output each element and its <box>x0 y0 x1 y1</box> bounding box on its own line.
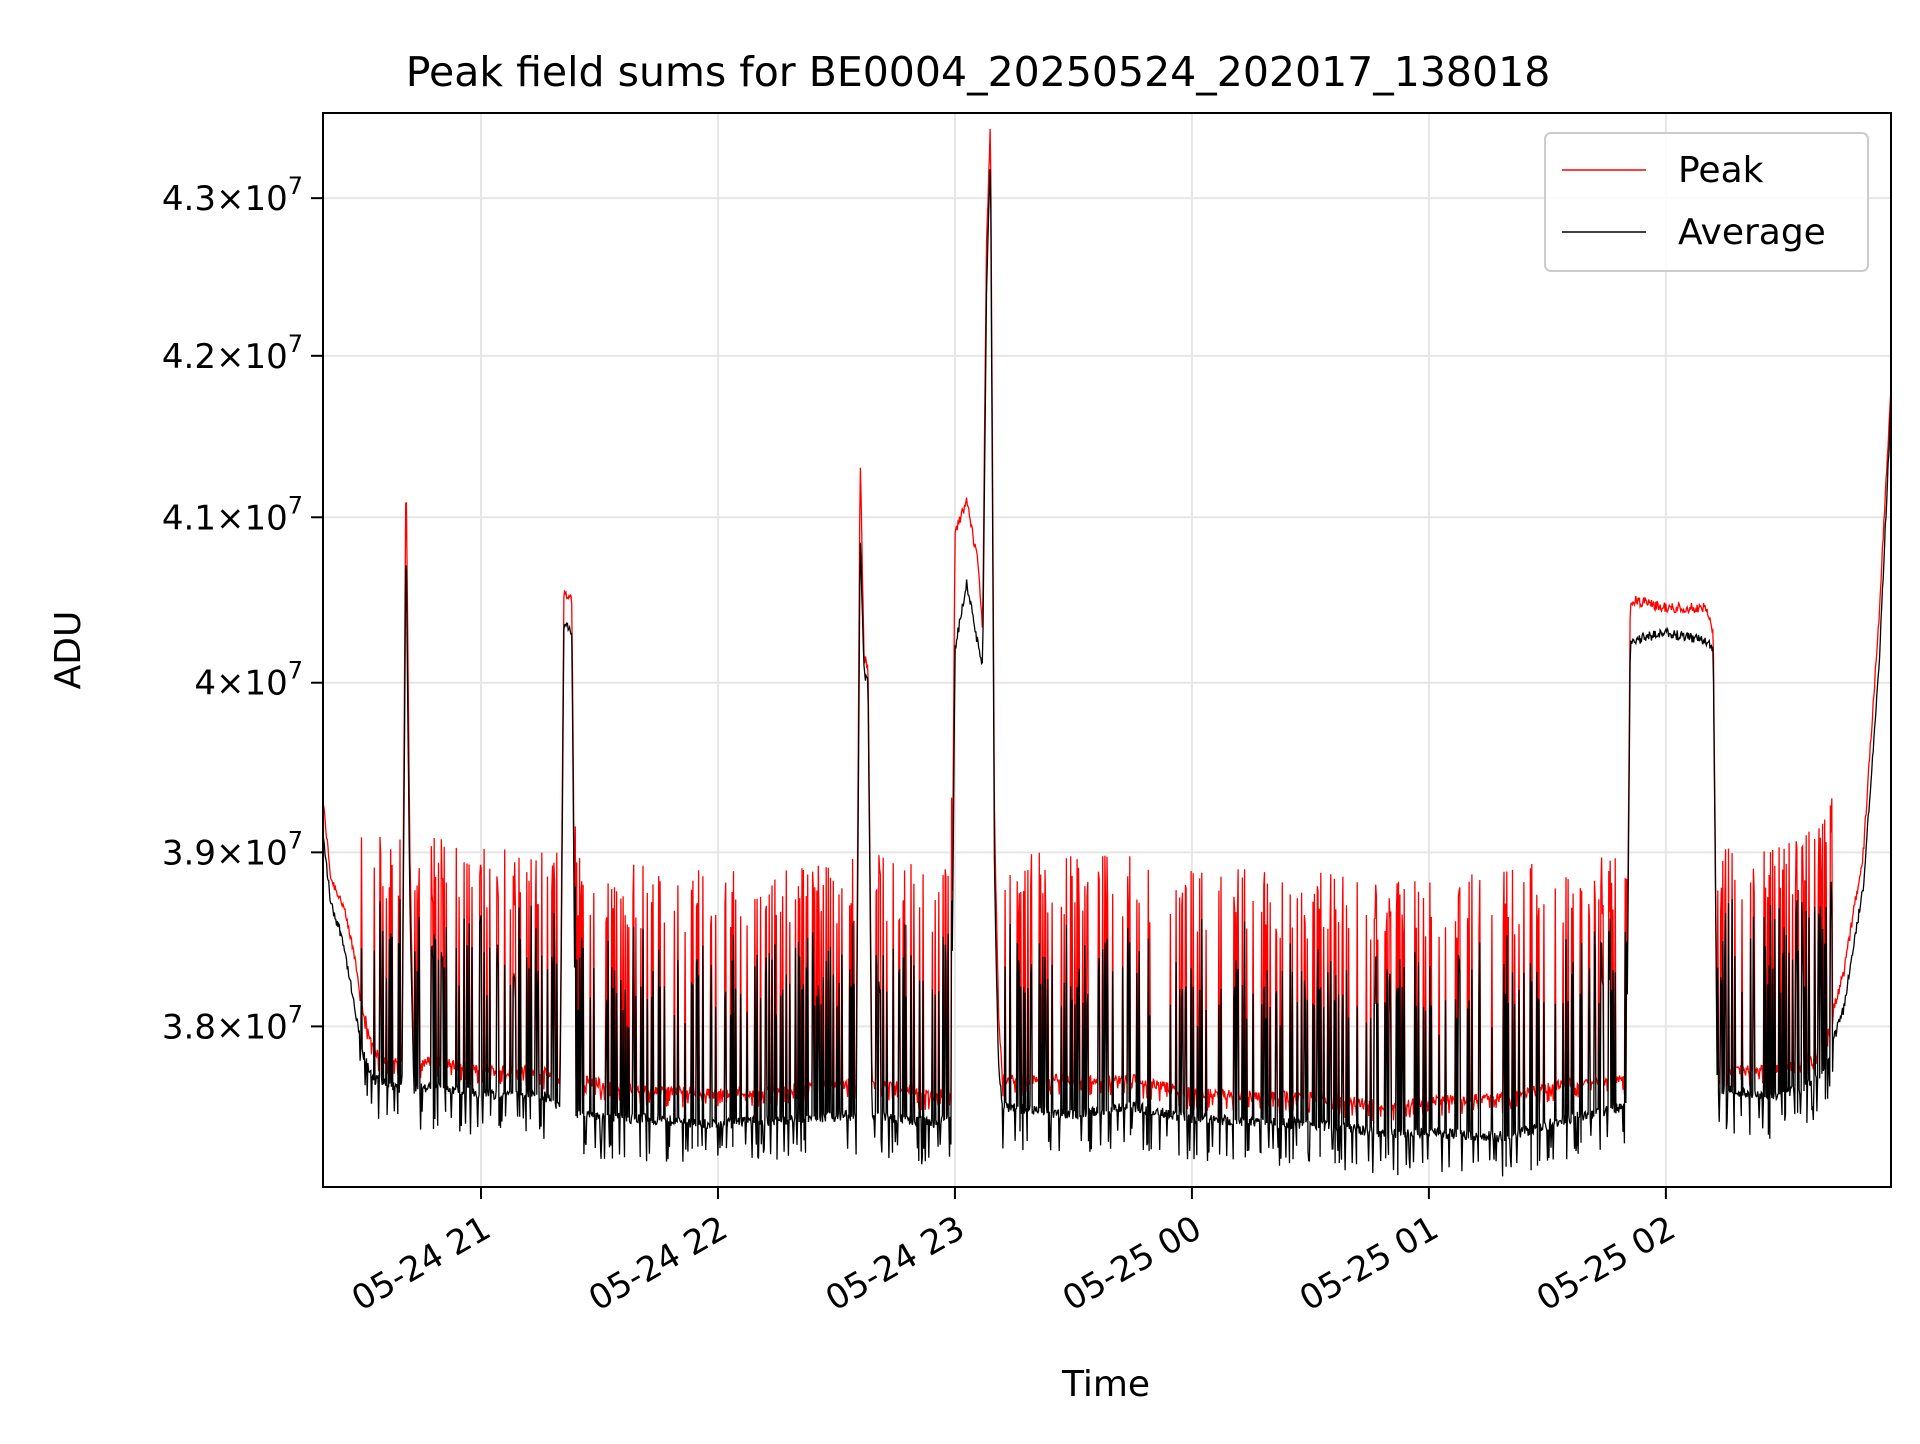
chart-title: Peak field sums for BE0004_20250524_2020… <box>406 48 1551 96</box>
y-tick-base: 10 <box>244 337 287 377</box>
y-tick-exponent: 7 <box>288 657 303 685</box>
y-tick-mantissa: 3.8 <box>162 1007 216 1047</box>
legend-label-average: Average <box>1678 212 1826 253</box>
y-tick-base: 10 <box>244 664 287 704</box>
y-tick-mantissa: 4.2 <box>162 337 216 377</box>
y-tick-base: 10 <box>244 833 287 873</box>
y-tick-label: 4×107 <box>194 657 303 704</box>
y-tick-label: 4.3×107 <box>162 172 303 219</box>
y-tick-exponent: 7 <box>288 330 303 358</box>
x-axis-label: Time <box>1061 1364 1150 1405</box>
y-tick-mantissa: 3.9 <box>162 833 216 873</box>
y-tick-mantissa: 4.3 <box>162 179 216 219</box>
series-line-average <box>323 169 1891 1177</box>
y-tick-base: 10 <box>244 498 287 538</box>
y-tick-label: 4.2×107 <box>162 330 303 377</box>
y-tick-label: 4.1×107 <box>162 491 303 538</box>
y-tick-label: 3.8×107 <box>162 1000 303 1047</box>
y-tick-exponent: 7 <box>288 826 303 854</box>
y-tick-exponent: 7 <box>288 172 303 200</box>
y-tick-times: × <box>216 498 245 538</box>
y-tick-label: 3.9×107 <box>162 826 303 873</box>
y-tick-exponent: 7 <box>288 1000 303 1028</box>
y-tick-base: 10 <box>244 179 287 219</box>
plot-frame <box>322 112 1892 1188</box>
y-axis-label: ADU <box>48 611 89 690</box>
series-lines <box>323 128 1891 1177</box>
y-tick-base: 10 <box>244 1007 287 1047</box>
y-tick-times: × <box>216 337 245 377</box>
legend-box <box>1544 132 1869 272</box>
y-tick-times: × <box>216 1007 245 1047</box>
y-tick-times: × <box>216 833 245 873</box>
legend-label-peak: Peak <box>1678 150 1764 191</box>
legend: Peak Average <box>1544 132 1869 272</box>
y-tick-mantissa: 4 <box>194 664 216 704</box>
y-tick-times: × <box>216 179 245 219</box>
y-tick-mantissa: 4.1 <box>162 498 216 538</box>
y-tick-times: × <box>216 664 245 704</box>
y-tick-exponent: 7 <box>288 491 303 519</box>
